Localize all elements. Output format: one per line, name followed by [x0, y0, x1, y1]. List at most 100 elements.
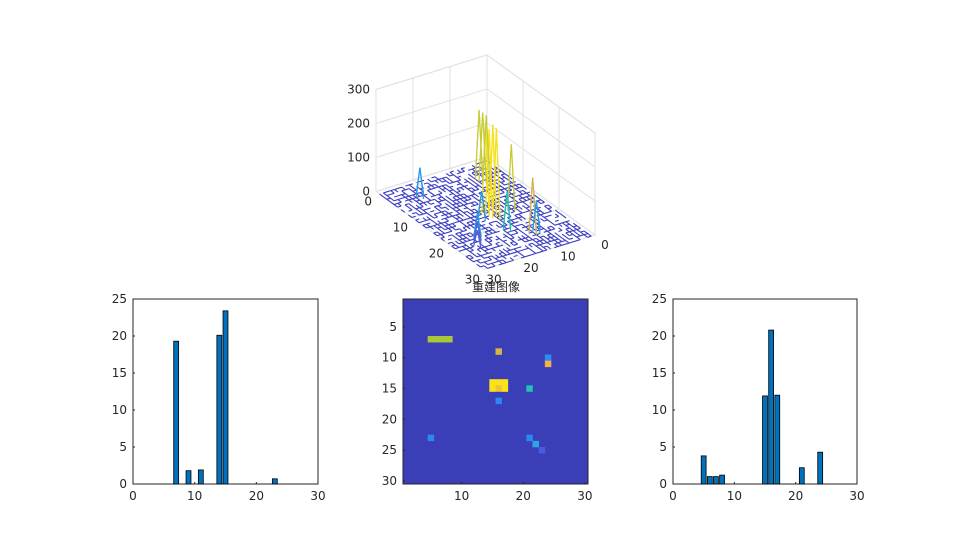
bar	[185, 470, 192, 485]
y-tick-label: 25	[382, 443, 397, 457]
y-tick-label: 15	[112, 366, 127, 380]
surface-grid-line	[486, 156, 596, 236]
heatmap-cell	[501, 379, 509, 386]
x-tick-label: 30	[486, 273, 501, 287]
bar	[713, 476, 719, 485]
y-tick-label: 0	[364, 195, 372, 209]
x-tick-label: 0	[669, 489, 677, 503]
y-tick-label: 20	[429, 247, 444, 261]
surface-back-wall	[486, 54, 596, 236]
bar-left-bars	[173, 310, 278, 485]
y-tick-label: 20	[382, 412, 397, 426]
bar-right-ticks: 0 10 20 30 0 5 10 15 20 25	[652, 292, 865, 503]
x-tick-label: 30	[577, 489, 592, 503]
bar-chart-left: 0 10 20 30 0 5 10 15 20 25	[112, 292, 326, 503]
x-tick-label: 10	[560, 250, 575, 264]
y-tick-label: 20	[652, 329, 667, 343]
x-tick-label: 20	[249, 489, 264, 503]
surface-peak	[502, 191, 512, 231]
bar	[173, 340, 180, 485]
x-tick-label: 20	[516, 489, 531, 503]
surface-peak	[478, 112, 487, 182]
bar	[706, 476, 713, 485]
surface-peak	[532, 200, 541, 233]
x-tick-label: 20	[788, 489, 803, 503]
bar	[222, 310, 229, 485]
y-tick-label: 30	[465, 273, 480, 287]
y-tick-label: 5	[389, 320, 397, 334]
surface-peak	[477, 190, 486, 220]
y-tick-label: 5	[119, 440, 127, 454]
heatmap-cell	[538, 447, 546, 454]
y-tick-label: 20	[112, 329, 127, 343]
heatmap-cell	[544, 360, 552, 368]
heatmap-cell	[427, 434, 435, 442]
heatmap-frame	[402, 298, 589, 485]
x-tick-label: 20	[523, 261, 538, 275]
surface-peak	[507, 144, 516, 211]
surface-peaks	[415, 110, 541, 249]
z-tick-label: 200	[347, 117, 370, 131]
surface-peak	[474, 110, 484, 180]
heatmap-reconstructed-image: 重建图像 10 20 30 5 10 15 20 25 30	[382, 280, 593, 503]
heatmap-cell	[433, 336, 441, 343]
y-tick-label: 0	[119, 477, 127, 491]
heatmap-cell	[446, 336, 453, 343]
x-tick-label: 30	[849, 489, 864, 503]
x-tick-label: 0	[601, 238, 609, 252]
bar-chart-right: 0 10 20 30 0 5 10 15 20 25	[652, 292, 865, 503]
heatmap-cell	[544, 354, 552, 361]
z-tick-label: 300	[347, 83, 370, 97]
y-tick-label: 10	[393, 221, 408, 235]
heatmap-cell	[526, 434, 533, 442]
x-tick-label: 10	[727, 489, 742, 503]
bar	[216, 334, 223, 485]
y-tick-label: 30	[382, 474, 397, 488]
heatmap-cell	[495, 348, 502, 355]
heatmap-cell	[489, 385, 496, 392]
surface-peak	[492, 128, 501, 219]
bar	[768, 329, 774, 485]
heatmap-cell	[495, 397, 502, 405]
y-tick-label: 25	[652, 292, 667, 306]
x-tick-label: 10	[454, 489, 469, 503]
heatmap-cell	[427, 336, 435, 343]
bar	[798, 467, 805, 485]
surface-grid-line	[375, 156, 488, 192]
bar	[700, 455, 707, 485]
bar	[762, 395, 768, 485]
y-tick-label: 10	[382, 351, 397, 365]
heatmap-cell	[495, 379, 502, 386]
heatmap-title: 重建图像	[472, 280, 520, 294]
surface-peak	[473, 221, 482, 244]
surface-back-wall	[375, 54, 488, 193]
heatmap-cells	[427, 336, 552, 454]
y-tick-label: 10	[112, 403, 127, 417]
bar-left-ticks: 0 10 20 30 0 5 10 15 20 25	[112, 292, 326, 503]
heatmap-cell	[440, 336, 447, 343]
heatmap-cell	[495, 385, 502, 392]
y-tick-label: 15	[652, 366, 667, 380]
bar	[774, 394, 781, 485]
heatmap-cell	[489, 379, 496, 386]
bar	[719, 474, 725, 485]
x-tick-label: 10	[187, 489, 202, 503]
heatmap-cell	[526, 385, 533, 392]
y-tick-label: 0	[659, 477, 667, 491]
x-tick-label: 0	[129, 489, 137, 503]
y-tick-label: 15	[382, 381, 397, 395]
bar	[271, 478, 278, 485]
surface-peak	[482, 115, 491, 185]
surface-peak	[415, 167, 425, 198]
heatmap-cell	[532, 440, 539, 448]
y-tick-label: 10	[652, 403, 667, 417]
z-tick-label: 0	[362, 185, 370, 199]
y-tick-label: 25	[112, 292, 127, 306]
bar-right-bars	[700, 329, 824, 485]
surface-peak	[473, 230, 482, 247]
z-tick-label: 100	[347, 151, 370, 165]
surface-peak	[484, 129, 494, 218]
